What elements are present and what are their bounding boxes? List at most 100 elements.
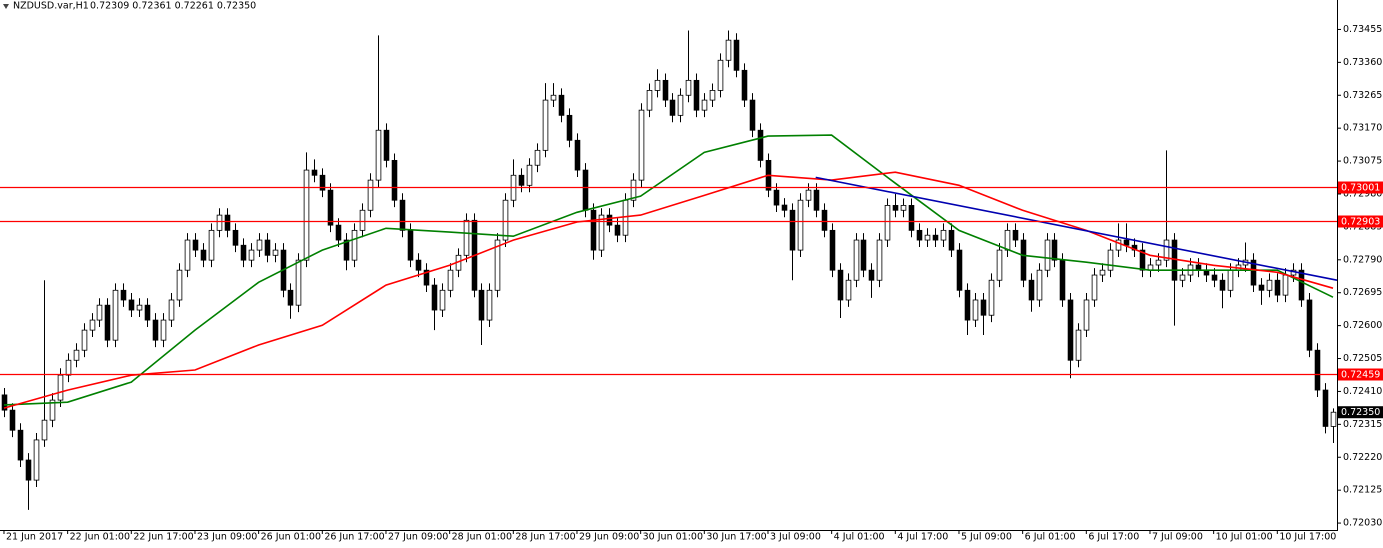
candle-body bbox=[1298, 269, 1305, 301]
x-tick-label: 21 Jun 2017 bbox=[6, 532, 63, 543]
candle-body bbox=[781, 204, 788, 211]
candle-body bbox=[232, 229, 239, 246]
candle-body bbox=[65, 359, 72, 376]
candle-body bbox=[431, 284, 438, 311]
candle-body bbox=[654, 79, 661, 91]
candle-body bbox=[367, 179, 374, 211]
candle-body bbox=[860, 239, 867, 271]
y-tick-label: 0.72220 bbox=[1343, 452, 1382, 463]
candle-body bbox=[996, 249, 1003, 281]
candle-body bbox=[757, 129, 764, 161]
x-tick-label: 4 Jul 17:00 bbox=[897, 532, 948, 543]
candle-body bbox=[49, 399, 56, 421]
candle-body bbox=[932, 234, 939, 241]
candle-body bbox=[17, 429, 24, 461]
candle-body bbox=[1258, 284, 1265, 291]
candle-body bbox=[900, 205, 907, 211]
candle-body bbox=[685, 79, 692, 96]
y-tick-label: 0.72600 bbox=[1343, 320, 1382, 331]
candle-body bbox=[311, 169, 318, 176]
candle-body bbox=[1227, 269, 1234, 291]
candle-body bbox=[359, 209, 366, 231]
candle-body bbox=[1020, 239, 1027, 281]
candle-body bbox=[614, 224, 621, 236]
candle-body bbox=[717, 59, 724, 91]
candle-body bbox=[630, 179, 637, 201]
candle-body bbox=[1123, 239, 1130, 246]
x-tick-label: 30 Jun 01:00 bbox=[643, 532, 703, 543]
candle-body bbox=[677, 94, 684, 116]
candle-body bbox=[669, 99, 676, 116]
candle-body bbox=[303, 169, 310, 261]
candle-body bbox=[128, 299, 135, 311]
candle-body bbox=[876, 239, 883, 281]
candle-body bbox=[391, 159, 398, 201]
candle-body bbox=[837, 269, 844, 301]
x-tick-label: 10 Jul 17:00 bbox=[1279, 532, 1336, 543]
candle-body bbox=[956, 249, 963, 291]
candle-body bbox=[295, 259, 302, 306]
candle-body bbox=[407, 229, 414, 261]
overlay-line bbox=[3, 171, 1334, 409]
x-tick-label: 28 Jun 01:00 bbox=[452, 532, 512, 543]
candle-body bbox=[463, 219, 470, 256]
candle-body bbox=[741, 69, 748, 101]
menu-arrow bbox=[3, 4, 9, 9]
overlay-line bbox=[3, 134, 1334, 406]
candle-body bbox=[805, 189, 812, 201]
candle-body bbox=[1, 394, 8, 411]
y-tick-label: 0.72410 bbox=[1343, 386, 1382, 397]
x-tick-label: 4 Jul 01:00 bbox=[834, 532, 885, 543]
candle-body bbox=[725, 39, 732, 61]
candle-body bbox=[701, 99, 708, 111]
y-tick-label: 0.73360 bbox=[1343, 57, 1382, 68]
candle-body bbox=[73, 349, 80, 361]
x-tick-label: 6 Jul 01:00 bbox=[1025, 532, 1076, 543]
candle-body bbox=[789, 209, 796, 251]
chart-subtitle: 0.72309 0.72361 0.72261 0.72350 bbox=[90, 1, 256, 12]
candle-body bbox=[598, 214, 605, 251]
candle-body bbox=[168, 299, 175, 321]
candle-body bbox=[136, 304, 143, 311]
level-label-box bbox=[1338, 181, 1383, 194]
candle-body bbox=[41, 419, 48, 441]
candle-body bbox=[1306, 299, 1313, 351]
candle-body bbox=[120, 289, 127, 301]
candle-body bbox=[502, 199, 509, 241]
candle-body bbox=[192, 239, 199, 251]
candle-body bbox=[574, 139, 581, 171]
candle-body bbox=[1067, 299, 1074, 361]
y-tick-label: 0.72030 bbox=[1343, 518, 1382, 529]
candle-body bbox=[845, 279, 852, 301]
candle-body bbox=[287, 289, 294, 306]
candle-body bbox=[1322, 389, 1329, 427]
candle-body bbox=[264, 239, 271, 256]
candle-body bbox=[1044, 239, 1051, 271]
x-tick-label: 7 Jul 09:00 bbox=[1152, 532, 1203, 543]
candle-body bbox=[478, 289, 485, 321]
candle-body bbox=[96, 304, 103, 321]
level-label: 0.72903 bbox=[1341, 217, 1380, 228]
candle-body bbox=[558, 94, 565, 116]
candle-body bbox=[813, 189, 820, 211]
candle-body bbox=[638, 109, 645, 181]
candle-body bbox=[240, 244, 247, 261]
candle-body bbox=[709, 90, 716, 101]
candle-body bbox=[351, 229, 358, 261]
x-tick-label: 10 Jul 01:00 bbox=[1216, 532, 1273, 543]
x-tick-label: 22 Jun 17:00 bbox=[133, 532, 193, 543]
candle-body bbox=[1314, 349, 1321, 391]
candle-body bbox=[518, 174, 525, 186]
candle-body bbox=[144, 304, 151, 321]
candle-body bbox=[590, 209, 597, 251]
candle-body bbox=[749, 99, 756, 131]
candle-body bbox=[327, 189, 334, 226]
candle-body bbox=[1155, 259, 1162, 266]
candle-body bbox=[160, 319, 167, 341]
candle-body bbox=[646, 90, 653, 111]
overlay-line bbox=[815, 176, 1338, 281]
candle-body bbox=[184, 239, 191, 271]
candle-body bbox=[948, 229, 955, 251]
